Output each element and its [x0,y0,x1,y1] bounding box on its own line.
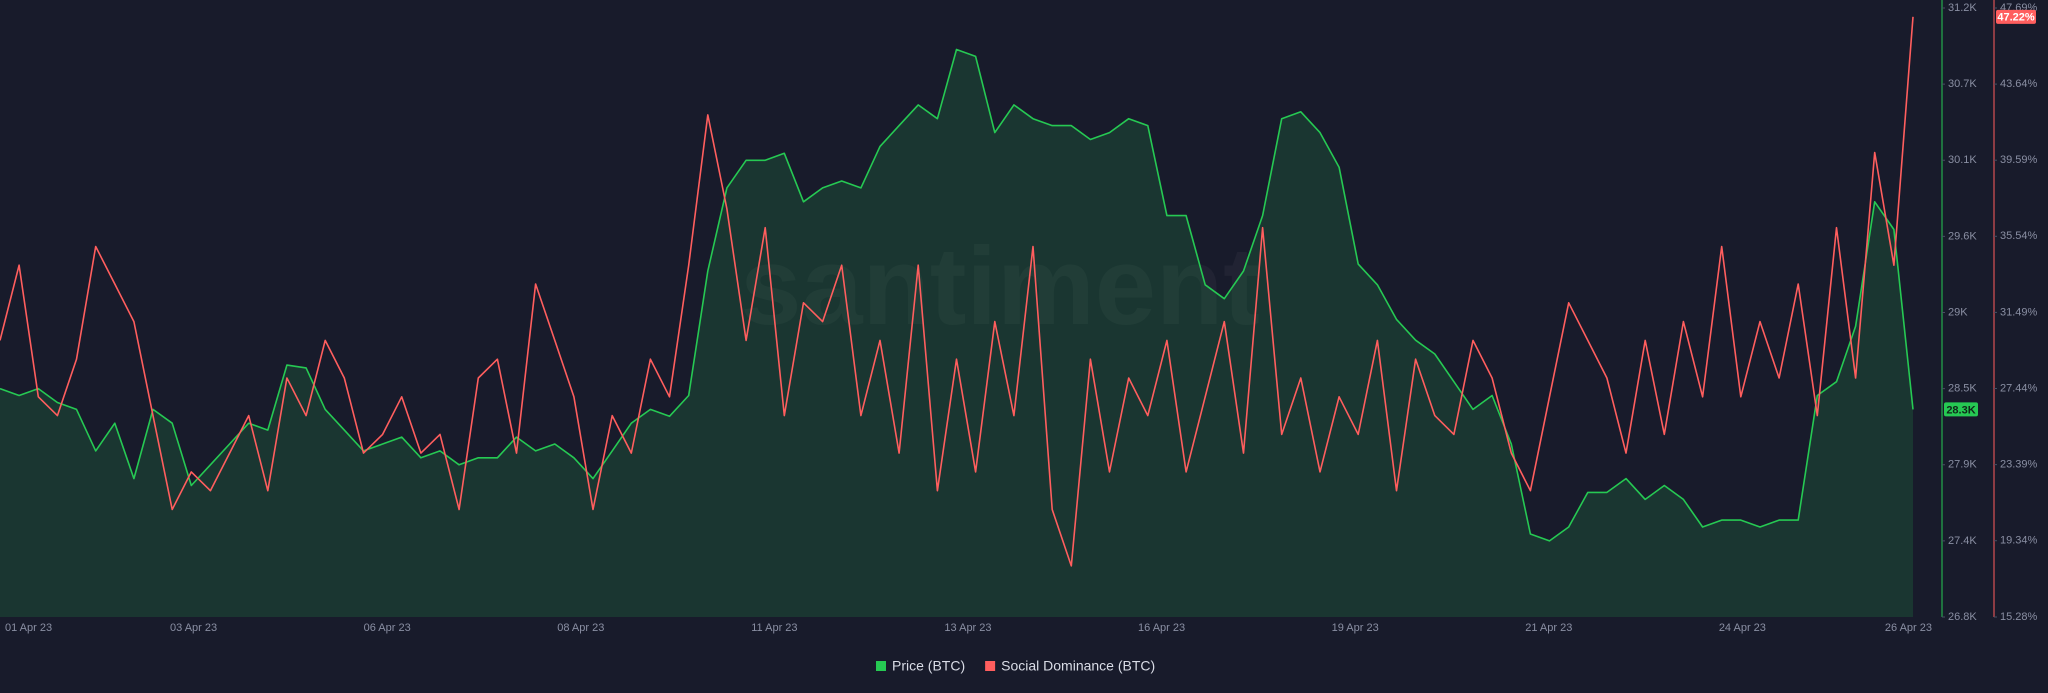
y-tick-label: 29K [1948,306,1968,318]
current-badge [1944,402,1978,417]
current-badge-label: 28.3K [1946,404,1975,416]
x-tick-label: 03 Apr 23 [170,622,217,634]
y-tick-label: 27.4K [1948,535,1977,547]
y-tick-label: 30.7K [1948,78,1977,90]
x-tick-label: 01 Apr 23 [5,622,52,634]
y2-tick-label: 31.49% [2000,306,2038,318]
y2-tick-label: 23.39% [2000,459,2038,471]
x-tick-label: 11 Apr 23 [751,622,797,634]
y2-tick-label: 27.44% [2000,382,2038,394]
current-badge-label: 47.22% [1997,12,2035,24]
y-tick-label: 27.9K [1948,459,1977,471]
x-tick-label: 26 Apr 23 [1885,622,1932,634]
y-tick-label: 30.1K [1948,154,1977,166]
legend: Price (BTC) Social Dominance (BTC) [876,658,1155,674]
y-tick-label: 29.6K [1948,230,1977,242]
series-line [0,16,1914,567]
y2-tick-label: 19.34% [2000,535,2038,547]
x-tick-label: 19 Apr 23 [1332,622,1379,634]
y-tick-label: 31.2K [1948,2,1977,14]
y2-tick-label: 35.54% [2000,230,2038,242]
y2-tick-label: 39.59% [2000,154,2038,166]
legend-swatch [985,661,996,671]
x-tick-label: 08 Apr 23 [557,622,604,634]
x-tick-label: 24 Apr 23 [1719,622,1766,634]
y2-tick-label: 43.64% [2000,78,2038,90]
y2-tick-label: 15.28% [2000,611,2038,623]
x-tick-label: 21 Apr 23 [1525,622,1572,634]
x-tick-label: 13 Apr 23 [944,622,991,634]
y-tick-label: 26.8K [1948,611,1977,623]
x-tick-label: 16 Apr 23 [1138,622,1185,634]
series-area [0,49,1913,617]
series-line [0,48,1914,542]
legend-label: Price (BTC) [892,658,965,674]
y-tick-label: 28.5K [1948,383,1977,395]
legend-label: Social Dominance (BTC) [1001,658,1155,674]
x-tick-label: 06 Apr 23 [364,622,411,634]
legend-swatch [876,661,886,671]
current-badge [1996,9,2036,24]
